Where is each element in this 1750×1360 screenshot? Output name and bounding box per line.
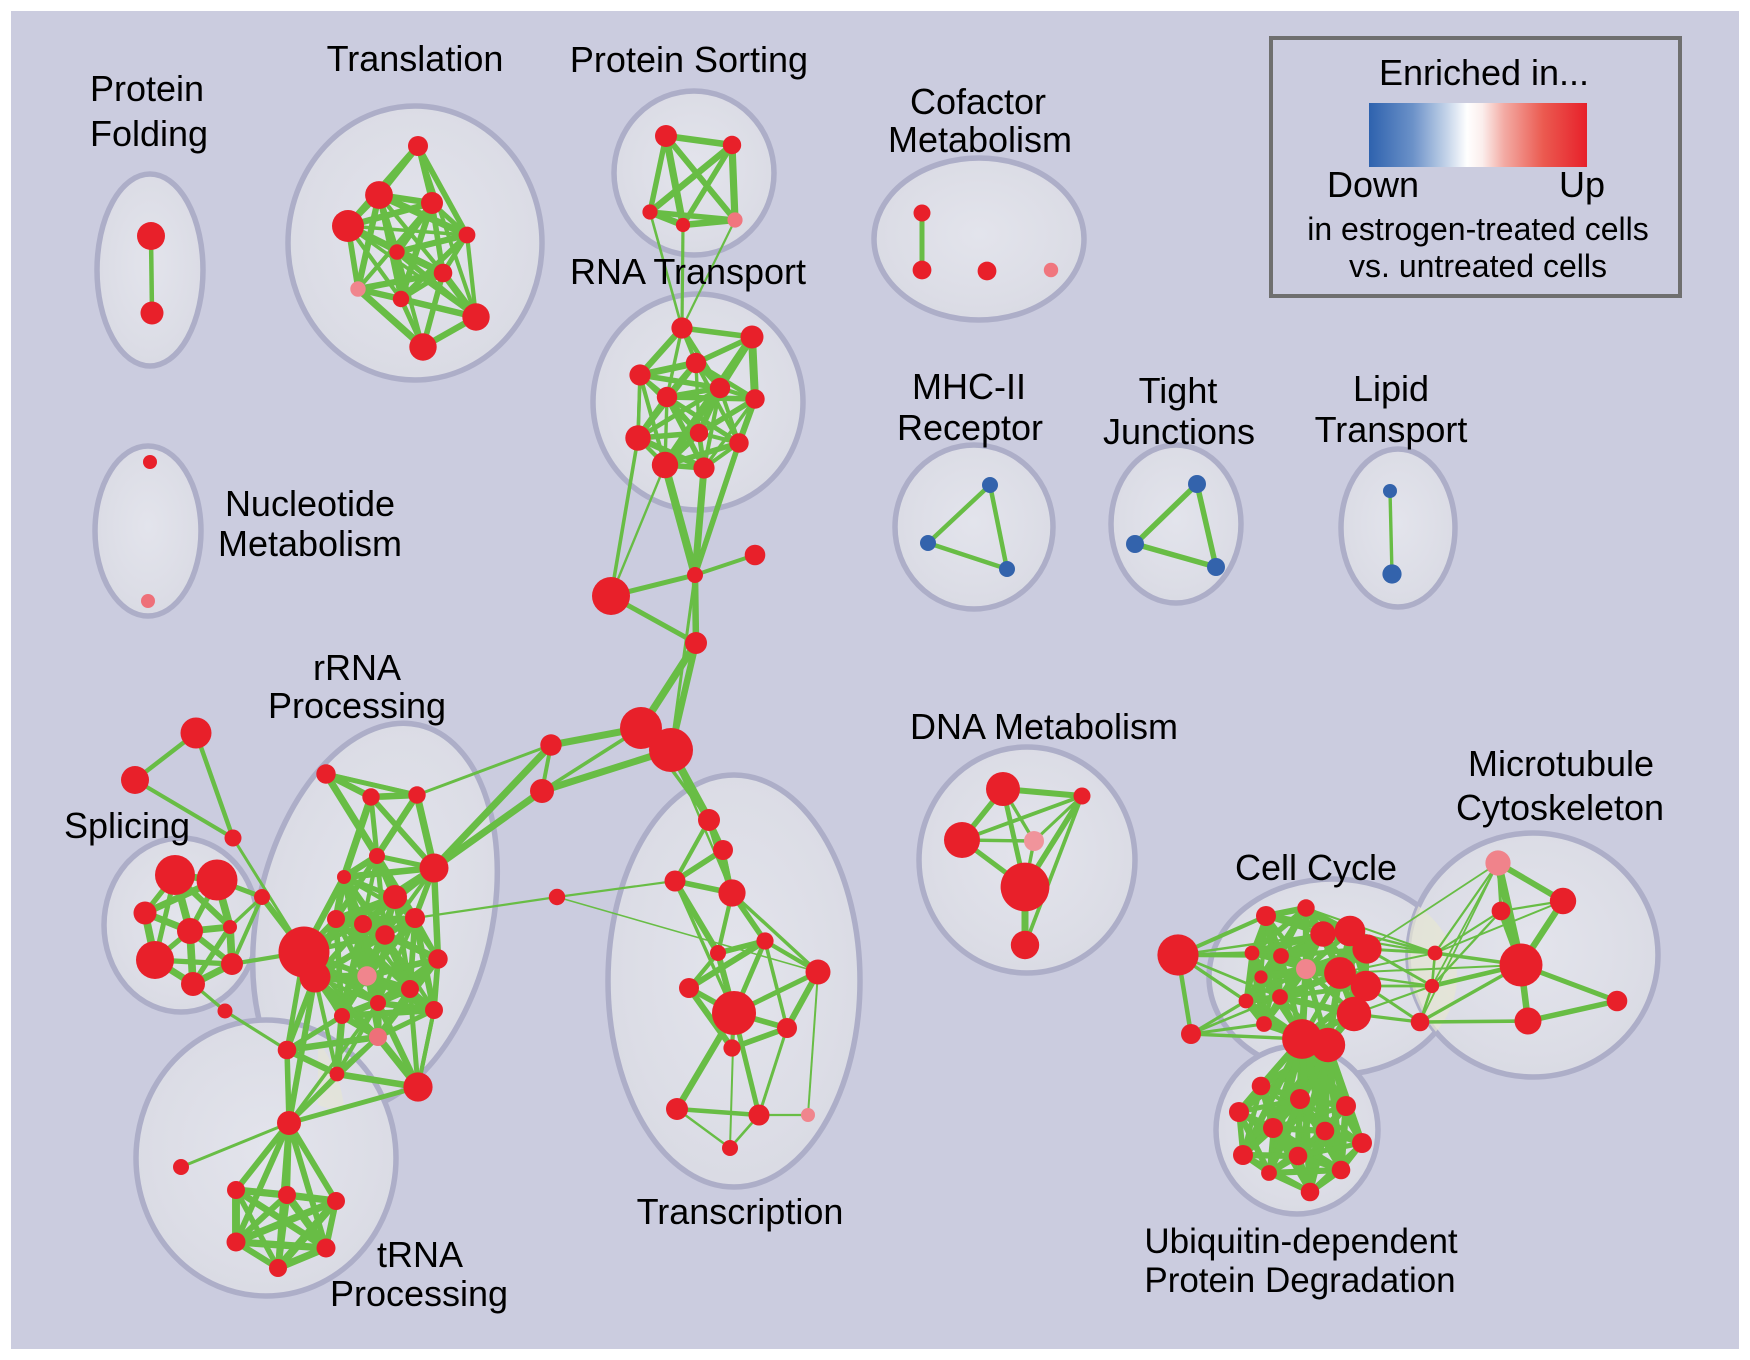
svg-text:vs. untreated cells: vs. untreated cells [1349,248,1607,284]
svg-text:Transcription: Transcription [637,1191,844,1232]
svg-text:Nucleotide: Nucleotide [225,483,395,524]
svg-text:MHC-II: MHC-II [912,366,1026,407]
svg-text:Processing: Processing [268,685,446,726]
svg-text:rRNA: rRNA [313,647,401,688]
svg-text:Splicing: Splicing [64,805,190,846]
svg-text:Tight: Tight [1139,370,1218,411]
svg-text:Metabolism: Metabolism [888,119,1072,160]
svg-text:Cofactor: Cofactor [910,81,1046,122]
svg-text:Down: Down [1327,164,1419,205]
svg-text:RNA Transport: RNA Transport [570,251,806,292]
svg-text:DNA Metabolism: DNA Metabolism [910,706,1178,747]
svg-text:tRNA: tRNA [377,1234,463,1275]
svg-text:Protein Sorting: Protein Sorting [570,39,808,80]
svg-text:Processing: Processing [330,1273,508,1314]
svg-text:Ubiquitin-dependent: Ubiquitin-dependent [1144,1222,1458,1261]
svg-text:Folding: Folding [90,113,208,154]
svg-text:Translation: Translation [327,38,504,79]
svg-text:Metabolism: Metabolism [218,523,402,564]
svg-text:Cytoskeleton: Cytoskeleton [1456,787,1664,828]
svg-text:Receptor: Receptor [897,407,1043,448]
svg-text:Enriched in...: Enriched in... [1379,52,1589,93]
svg-text:Protein Degradation: Protein Degradation [1144,1261,1455,1300]
svg-text:Junctions: Junctions [1103,411,1255,452]
svg-text:Cell Cycle: Cell Cycle [1235,847,1397,888]
svg-text:Microtubule: Microtubule [1468,743,1654,784]
svg-text:Protein: Protein [90,68,204,109]
svg-text:Transport: Transport [1315,409,1468,450]
svg-text:Up: Up [1559,164,1605,205]
svg-text:Lipid: Lipid [1353,368,1429,409]
svg-text:in estrogen-treated cells: in estrogen-treated cells [1307,211,1649,247]
